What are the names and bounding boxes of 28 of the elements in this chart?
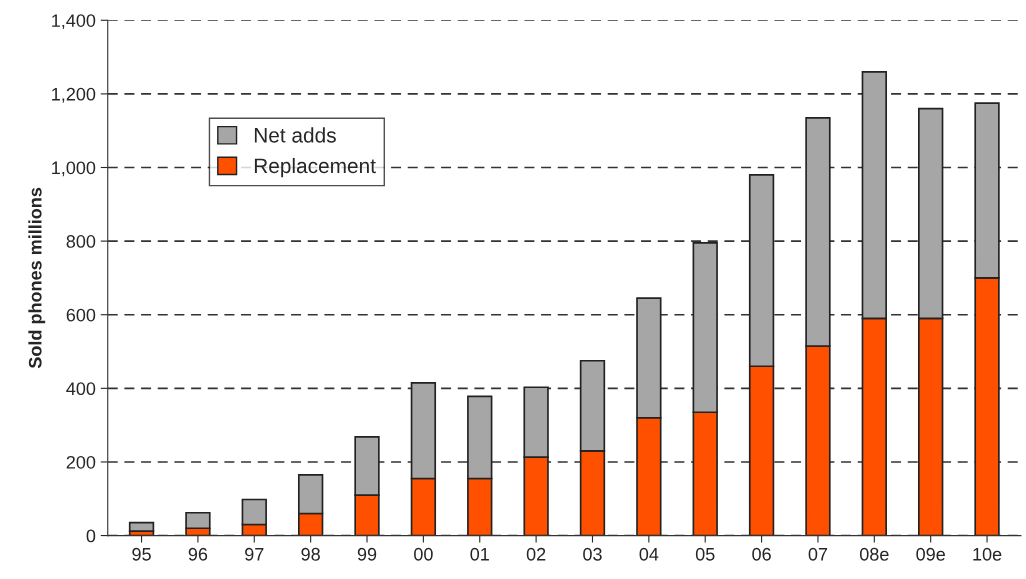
y-tick-label: 1,000: [52, 161, 96, 177]
y-tick-label: 1,200: [52, 87, 96, 103]
x-tick-label: 06: [752, 547, 771, 561]
x-tick-label: 08e: [859, 547, 889, 561]
x-tick-label: 10e: [973, 547, 1002, 561]
x-tick-label: 98: [301, 547, 320, 561]
y-axis-title: Sold phones millions: [28, 187, 46, 369]
x-tick-label: 97: [245, 547, 264, 561]
x-tick-label: 07: [808, 547, 828, 561]
x-tick-label: 95: [132, 547, 151, 561]
x-tick-label: 04: [639, 547, 659, 561]
bar: [128, 521, 155, 532]
x-tick-label: 09e: [916, 547, 945, 561]
x-tick-label: 02: [526, 547, 546, 561]
x-tick-label: 01: [470, 547, 489, 561]
y-tick-label: 0: [86, 529, 96, 543]
x-tick-label: 99: [357, 547, 377, 561]
x-tick-label: 05: [695, 547, 715, 561]
y-tick-label: 600: [66, 308, 96, 322]
y-tick-label: 200: [66, 455, 96, 469]
x-tick-label: 00: [414, 547, 433, 561]
x-tick-label: 96: [188, 547, 208, 561]
y-tick-label: 400: [66, 382, 96, 396]
legend-label: Net adds: [254, 127, 336, 143]
y-tick-label: 1,400: [52, 14, 96, 30]
y-tick-label: 800: [66, 235, 96, 248]
legend-label: Replacement: [254, 157, 376, 178]
x-tick-label: 03: [583, 547, 602, 561]
